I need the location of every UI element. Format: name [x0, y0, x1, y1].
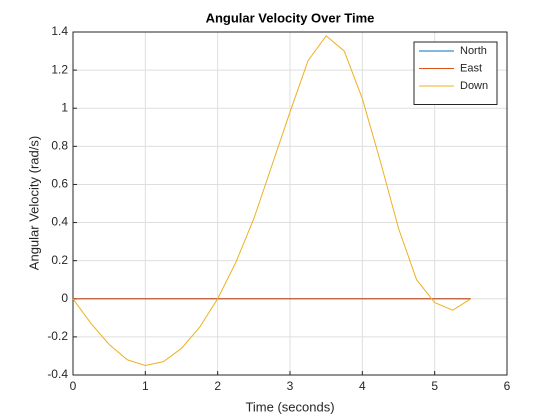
legend-label: Down — [460, 80, 488, 92]
x-tick-label: 1 — [142, 379, 149, 393]
x-tick-label: 2 — [214, 379, 221, 393]
y-tick-label: 1.4 — [51, 24, 68, 38]
y-axis-label: Angular Velocity (rad/s) — [26, 136, 41, 270]
chart-title: Angular Velocity Over Time — [206, 10, 375, 25]
x-tick-label: 5 — [431, 379, 438, 393]
y-tick-label: 0.6 — [51, 177, 68, 191]
y-tick-label: -0.4 — [47, 367, 68, 381]
y-tick-label: 0.2 — [51, 253, 68, 267]
y-tick-label: 1 — [61, 100, 68, 114]
series-line — [72, 35, 472, 366]
y-tick-label: 0.8 — [51, 139, 68, 153]
y-tick-label: 0 — [61, 291, 68, 305]
legend-label: East — [460, 62, 482, 74]
legend-box — [413, 41, 498, 105]
y-tick-label: 0.4 — [51, 215, 68, 229]
x-tick-label: 3 — [287, 379, 294, 393]
y-tick-label: -0.2 — [47, 329, 68, 343]
x-tick-label: 0 — [70, 379, 77, 393]
legend-label: North — [460, 45, 487, 57]
plot-frame — [72, 31, 508, 376]
x-tick-label: 6 — [504, 379, 511, 393]
x-axis-label: Time (seconds) — [245, 399, 334, 414]
x-tick-label: 4 — [359, 379, 366, 393]
y-tick-label: 1.2 — [51, 62, 68, 76]
